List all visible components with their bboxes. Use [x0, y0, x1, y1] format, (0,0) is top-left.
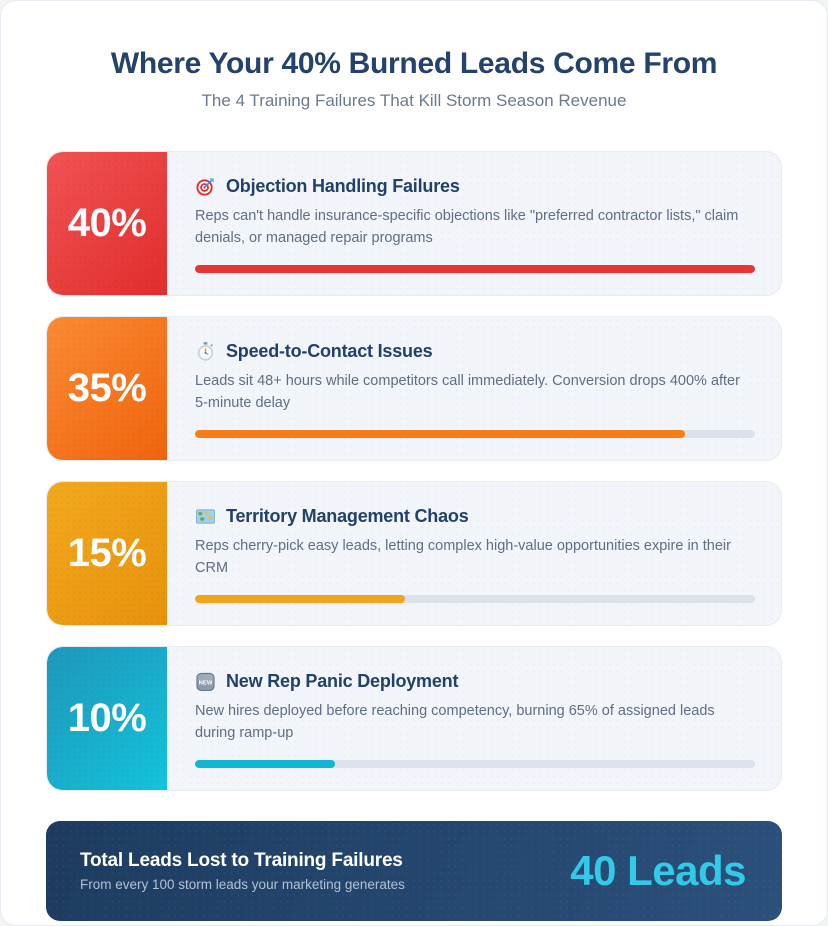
page-subtitle: The 4 Training Failures That Kill Storm … — [201, 91, 627, 110]
page-title: Where Your 40% Burned Leads Come From — [110, 47, 718, 80]
footer-subtitle: From every 100 storm leads your marketin… — [80, 877, 405, 892]
progress-track — [195, 760, 755, 768]
new-badge-icon: NEW — [195, 671, 216, 692]
card-description: Reps can't handle insurance-specific obj… — [195, 208, 739, 246]
card-title: New Rep Panic Deployment — [226, 671, 459, 691]
total-summary-banner: Total Leads Lost to Training Failures Fr… — [46, 821, 782, 921]
percent-value: 10% — [67, 696, 147, 740]
card-speed-to-contact: 35% Speed-to-C — [46, 316, 782, 461]
card-description: Leads sit 48+ hours while competitors ca… — [195, 373, 740, 411]
card-body: Speed-to-Contact Issues Leads sit 48+ ho… — [167, 317, 781, 460]
progress-fill — [195, 760, 335, 768]
card-title: Speed-to-Contact Issues — [226, 341, 433, 361]
card-title: Territory Management Chaos — [226, 506, 469, 526]
progress-fill — [195, 595, 405, 603]
card-title: Objection Handling Failures — [226, 176, 460, 196]
footer-text: Total Leads Lost to Training Failures Fr… — [80, 850, 405, 892]
card-body: Territory Management Chaos Reps cherry-p… — [167, 482, 781, 625]
total-leads-value: 40 Leads — [570, 847, 746, 894]
card-title-row: Territory Management Chaos — [195, 506, 755, 527]
progress-track — [195, 265, 755, 273]
world-map-icon — [195, 506, 216, 527]
progress-track — [195, 430, 755, 438]
progress-fill — [195, 265, 755, 273]
header: Where Your 40% Burned Leads Come From Th… — [1, 45, 827, 113]
card-title-row: Objection Handling Failures — [195, 176, 755, 197]
percent-block: 15% — [47, 482, 167, 625]
failure-cards-list: 40% Objection — [46, 151, 782, 791]
percent-block: 35% — [47, 317, 167, 460]
percent-block: 40% — [47, 152, 167, 295]
percent-value: 40% — [67, 201, 147, 245]
percent-value: 35% — [67, 366, 147, 410]
card-description: New hires deployed before reaching compe… — [195, 703, 715, 741]
card-title-row: Speed-to-Contact Issues — [195, 341, 755, 362]
card-title-row: NEW New Rep Panic Deployment — [195, 671, 755, 692]
card-body: Objection Handling Failures Reps can't h… — [167, 152, 781, 295]
card-description: Reps cherry-pick easy leads, letting com… — [195, 538, 731, 576]
footer-title: Total Leads Lost to Training Failures — [80, 850, 403, 871]
percent-value: 15% — [67, 531, 147, 575]
card-new-rep-deployment: 10% NEW New Rep Panic Deployment New hir… — [46, 646, 782, 791]
svg-text:NEW: NEW — [199, 681, 213, 687]
percent-block: 10% — [47, 647, 167, 790]
card-territory-management: 15% Territory Management Chaos — [46, 481, 782, 626]
target-icon — [195, 176, 216, 197]
card-objection-handling: 40% Objection — [46, 151, 782, 296]
progress-fill — [195, 430, 685, 438]
progress-track — [195, 595, 755, 603]
stopwatch-icon — [195, 341, 216, 362]
card-body: NEW New Rep Panic Deployment New hires d… — [167, 647, 781, 790]
